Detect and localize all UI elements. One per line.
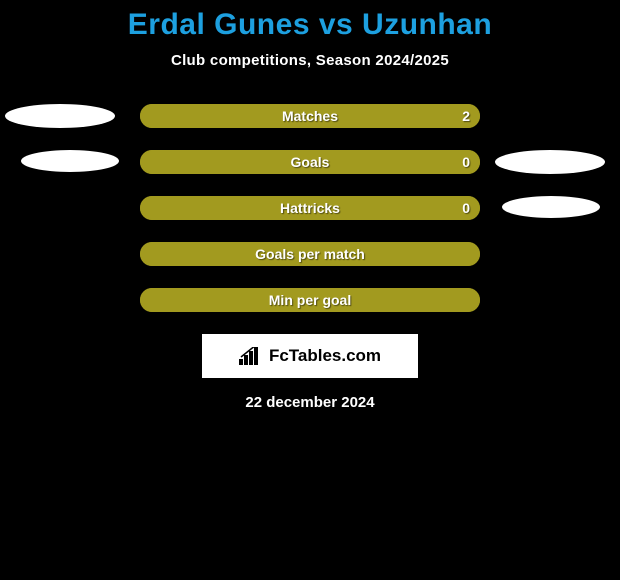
- stat-row-goals: Goals 0: [140, 150, 480, 174]
- chart-icon: [239, 347, 263, 365]
- stat-label: Goals: [291, 154, 330, 170]
- subtitle: Club competitions, Season 2024/2025: [0, 52, 620, 69]
- stat-row-hattricks: Hattricks 0: [140, 196, 480, 220]
- logo-text: FcTables.com: [269, 346, 381, 366]
- stat-label: Goals per match: [255, 246, 365, 262]
- stat-value: 0: [462, 200, 470, 216]
- stats-container: Matches 2 Goals 0 Hattricks 0 Goals per …: [0, 104, 620, 312]
- player-left-marker: [5, 104, 115, 128]
- stat-label: Min per goal: [269, 292, 351, 308]
- stat-row-matches: Matches 2: [140, 104, 480, 128]
- stat-label: Matches: [282, 108, 338, 124]
- page-title: Erdal Gunes vs Uzunhan: [0, 0, 620, 42]
- logo-box: FcTables.com: [202, 334, 418, 378]
- date-text: 22 december 2024: [0, 394, 620, 411]
- stat-row-goals-per-match: Goals per match: [140, 242, 480, 266]
- player-left-marker: [21, 150, 119, 172]
- stat-row-min-per-goal: Min per goal: [140, 288, 480, 312]
- stat-value: 0: [462, 154, 470, 170]
- stat-label: Hattricks: [280, 200, 340, 216]
- stat-value: 2: [462, 108, 470, 124]
